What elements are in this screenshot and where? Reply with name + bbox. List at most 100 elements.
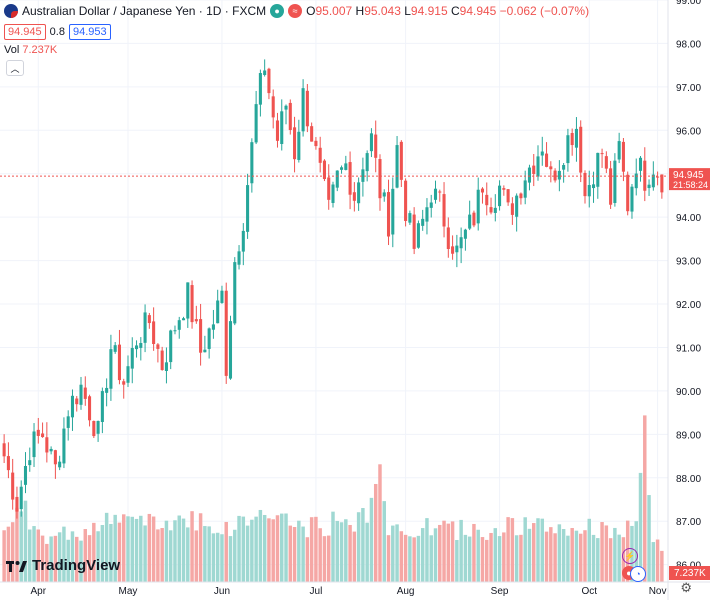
volume-bar	[70, 531, 75, 582]
volume-bar	[395, 524, 399, 582]
candle-body	[352, 192, 356, 201]
volume-bar	[10, 522, 15, 582]
candle-body	[23, 465, 28, 485]
volume-bar	[36, 529, 41, 582]
volume-bar	[544, 531, 549, 582]
candle-body	[348, 162, 352, 195]
collapse-legend-button[interactable]: ︿	[6, 60, 24, 76]
gear-icon[interactable]: ⚙	[680, 580, 692, 595]
volume-bar	[6, 526, 11, 582]
volume-bar	[455, 540, 459, 582]
candle-body	[408, 213, 412, 223]
time-axis[interactable]: Apr May Jun Jul Aug Sep Oct Nov	[0, 581, 710, 597]
volume-bar	[502, 532, 506, 582]
volume-bar	[450, 521, 455, 582]
candle-body	[395, 145, 399, 188]
time-tick-label: Apr	[31, 586, 47, 597]
volume-bar	[314, 516, 318, 582]
ask-button[interactable]: 94.953	[68, 24, 111, 40]
ohlc-value: 94.915	[410, 4, 451, 18]
volume-bar	[429, 535, 433, 582]
candle-body	[135, 345, 139, 350]
volume-bar	[49, 536, 53, 582]
candle-body	[203, 349, 207, 353]
volume-bar	[215, 532, 220, 582]
volume-bar	[583, 530, 587, 582]
price-tick-label: 96.00	[676, 126, 701, 137]
candle-body	[459, 237, 463, 249]
candle-body	[117, 344, 121, 381]
candle-body	[340, 167, 344, 170]
candle-body	[190, 285, 194, 323]
volume-bar	[356, 512, 361, 582]
candle-body	[233, 262, 237, 324]
candle-body	[318, 147, 322, 163]
candle-body	[310, 126, 314, 142]
candle-body	[211, 324, 215, 330]
volume-bar	[280, 513, 284, 582]
candle-body	[130, 348, 134, 369]
event-icon[interactable]: ◔	[630, 566, 646, 582]
volume-bar	[660, 550, 664, 582]
candle-body	[207, 328, 211, 349]
candle-body	[634, 173, 638, 189]
candle-body	[237, 251, 241, 265]
lightning-icon[interactable]: ⚡	[622, 548, 638, 564]
volume-bar	[164, 520, 169, 582]
candle-body	[271, 96, 275, 118]
tradingview-logo[interactable]: TradingView	[6, 557, 120, 574]
candle-body	[626, 174, 630, 212]
candle-body	[288, 102, 292, 130]
price-axis[interactable]: 86.0087.0088.0089.0090.0091.0092.0093.00…	[667, 0, 710, 600]
candle-body	[254, 104, 258, 143]
price-axis-bg	[668, 0, 710, 600]
volume-bar	[561, 529, 566, 582]
volume-bar	[186, 527, 190, 582]
candle-body	[540, 151, 544, 156]
candle-body	[416, 223, 420, 248]
candle-body	[562, 165, 566, 170]
candle-body	[630, 186, 634, 212]
bid-button[interactable]: 94.945	[4, 24, 46, 40]
candle-body	[28, 460, 32, 466]
candle-body	[369, 133, 373, 152]
volume-bar	[578, 533, 583, 582]
volume-bar	[134, 518, 139, 582]
candle-body	[275, 120, 280, 141]
volume-bar	[254, 516, 258, 582]
market-status-icon[interactable]: ●	[270, 4, 285, 18]
candle-body	[412, 214, 416, 249]
time-tick-label: Oct	[581, 586, 597, 597]
symbol-title[interactable]: Australian Dollar / Japanese Yen · 1D · …	[22, 4, 267, 18]
volume-bar	[190, 511, 194, 582]
candle-body	[574, 128, 578, 148]
volume-bar	[467, 536, 472, 582]
compare-icon[interactable]: ≈	[288, 4, 303, 18]
volume-bar	[416, 535, 421, 582]
symbol-legend: Australian Dollar / Japanese Yen · 1D · …	[4, 4, 589, 18]
candlesticks	[2, 59, 664, 519]
volume-bar	[403, 534, 408, 582]
volume-bar	[233, 529, 237, 582]
volume-tag-label: 7.237K	[674, 568, 706, 579]
candle-body	[83, 387, 87, 399]
volume-bar	[433, 528, 438, 582]
countdown-label: 21:58:24	[673, 180, 708, 190]
volume-value: 7.237K	[22, 44, 58, 56]
volume-bar	[139, 515, 143, 582]
volume-bar	[305, 537, 310, 582]
volume-bar	[322, 536, 327, 582]
candle-body	[596, 152, 600, 187]
volume-bar	[514, 535, 519, 582]
volume-bar	[604, 525, 609, 582]
volume-bar	[485, 539, 489, 582]
candle-body	[62, 428, 66, 464]
candle-body	[344, 163, 348, 170]
candle-body	[58, 461, 62, 468]
volume-bar	[472, 523, 476, 582]
volume-bar	[587, 518, 591, 582]
volume-bar	[617, 534, 621, 582]
volume-bar	[382, 501, 386, 582]
candle-body	[433, 188, 438, 200]
